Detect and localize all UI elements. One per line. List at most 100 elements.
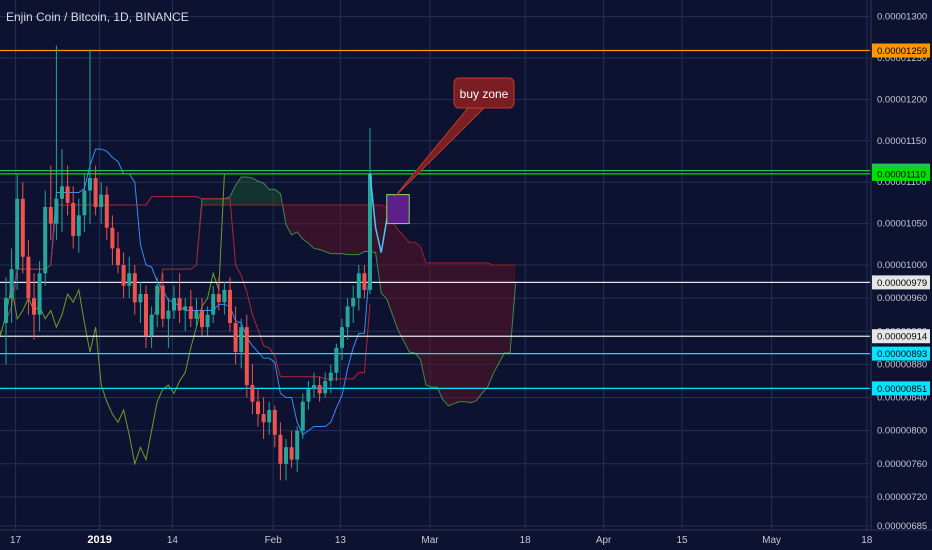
candle[interactable] xyxy=(317,376,322,402)
price-tick-label: 0.00000800 xyxy=(877,426,927,437)
time-tick-label: 17 xyxy=(10,535,22,546)
candle-body xyxy=(323,380,328,394)
candle[interactable] xyxy=(37,260,42,332)
candles[interactable] xyxy=(4,45,372,481)
candle-body xyxy=(295,430,300,460)
candle[interactable] xyxy=(216,277,221,311)
candle[interactable] xyxy=(71,186,76,249)
candle[interactable] xyxy=(228,277,232,332)
candle-body xyxy=(110,227,115,249)
candle[interactable] xyxy=(233,306,238,365)
candle[interactable] xyxy=(155,277,160,328)
candle[interactable] xyxy=(345,298,350,340)
candle[interactable] xyxy=(82,173,87,232)
candle[interactable] xyxy=(4,277,8,365)
candle[interactable] xyxy=(60,149,64,232)
candle[interactable] xyxy=(300,393,305,439)
base-line xyxy=(5,196,371,380)
candle[interactable] xyxy=(172,285,176,319)
candle[interactable] xyxy=(127,256,132,299)
candle-body xyxy=(244,327,249,386)
candle[interactable] xyxy=(144,285,148,348)
cloud-bull xyxy=(151,177,281,321)
candle[interactable] xyxy=(284,438,288,481)
candle-body xyxy=(76,215,81,237)
price-axis[interactable]: 0.00001300 0.00001250 0.00001200 0.00001150… xyxy=(877,12,927,532)
price-tick-label: 0.00001050 xyxy=(877,219,927,230)
candle[interactable] xyxy=(26,240,31,315)
candle[interactable] xyxy=(351,285,356,323)
time-tick-label: Mar xyxy=(421,535,439,546)
price-tag-label: 0.00000851 xyxy=(877,384,927,395)
candle[interactable] xyxy=(211,285,216,323)
candle[interactable] xyxy=(368,128,372,294)
candle[interactable] xyxy=(244,314,249,398)
candle[interactable] xyxy=(43,190,48,286)
price-tag-label: 0.00000893 xyxy=(877,349,927,360)
candle[interactable] xyxy=(32,273,36,340)
price-tick-label: 0.00000960 xyxy=(877,293,927,304)
candle[interactable] xyxy=(88,49,92,224)
candle[interactable] xyxy=(76,198,81,253)
candle[interactable] xyxy=(93,165,98,216)
candle[interactable] xyxy=(250,364,255,415)
candle[interactable] xyxy=(312,372,316,398)
candle[interactable] xyxy=(110,215,115,265)
horizontal-levels[interactable] xyxy=(0,49,870,389)
candle-body xyxy=(300,401,305,431)
candle[interactable] xyxy=(323,372,328,398)
candle[interactable] xyxy=(306,380,311,410)
candle[interactable] xyxy=(48,165,53,241)
candle[interactable] xyxy=(99,182,104,224)
candle-body xyxy=(228,289,232,323)
candle[interactable] xyxy=(205,306,210,336)
candle[interactable] xyxy=(278,422,283,481)
candle[interactable] xyxy=(188,289,193,328)
candle[interactable] xyxy=(54,45,59,241)
candle[interactable] xyxy=(295,426,300,473)
candle[interactable] xyxy=(356,265,361,311)
time-tick-label: 14 xyxy=(167,535,179,546)
candle-body xyxy=(267,409,272,423)
candle[interactable] xyxy=(116,231,120,274)
candle[interactable] xyxy=(261,397,266,439)
candle-body xyxy=(183,306,188,311)
candle[interactable] xyxy=(334,343,339,381)
candle[interactable] xyxy=(20,182,25,274)
candle[interactable] xyxy=(132,265,137,315)
time-axis[interactable]: 17201914Feb13Mar18Apr15May18Jun xyxy=(0,529,932,550)
candle-body xyxy=(54,198,59,224)
candle[interactable] xyxy=(65,165,70,216)
candle[interactable] xyxy=(15,173,20,290)
candle[interactable] xyxy=(194,298,199,328)
candle-body xyxy=(138,293,143,303)
candle[interactable] xyxy=(149,306,154,348)
candle[interactable] xyxy=(272,405,277,448)
candle[interactable] xyxy=(160,273,165,328)
candle[interactable] xyxy=(166,298,171,348)
price-tick-label: 0.00001100 xyxy=(877,177,927,188)
candle[interactable] xyxy=(104,186,109,241)
candle[interactable] xyxy=(328,364,333,394)
candle[interactable] xyxy=(362,265,367,299)
candle[interactable] xyxy=(9,248,14,323)
candle[interactable] xyxy=(177,273,182,323)
candle[interactable] xyxy=(121,252,126,299)
candle[interactable] xyxy=(200,298,204,336)
candle[interactable] xyxy=(289,430,294,468)
candle[interactable] xyxy=(256,389,260,427)
ichimoku-cloud xyxy=(151,177,516,406)
candle[interactable] xyxy=(340,318,344,361)
candle[interactable] xyxy=(138,281,143,323)
candle[interactable] xyxy=(222,281,227,315)
candle[interactable] xyxy=(183,298,188,332)
buy-zone-callout[interactable]: buy zone xyxy=(386,77,515,225)
buy-zone-box[interactable] xyxy=(386,194,410,225)
candle-body xyxy=(368,173,372,290)
candle[interactable] xyxy=(267,401,272,435)
candle-body xyxy=(312,385,316,390)
candle-body xyxy=(172,298,176,311)
candle[interactable] xyxy=(239,318,244,369)
